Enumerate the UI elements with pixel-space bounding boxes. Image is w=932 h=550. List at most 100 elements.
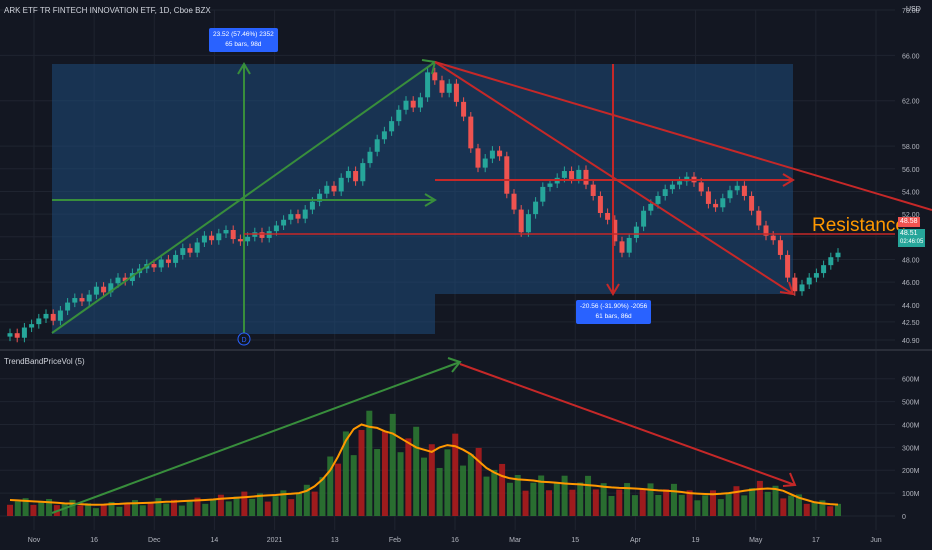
candle-body	[461, 101, 467, 117]
measure-down-tooltip: -20.56 (-31.90%) -2056 61 bars, 86d	[576, 300, 652, 324]
volume-bar	[444, 449, 451, 516]
volume-bar	[264, 501, 271, 516]
measure-down-line1: -20.56 (-31.90%) -2056	[580, 303, 648, 310]
volume-bar	[491, 469, 498, 516]
volume-bar	[764, 491, 771, 516]
candle-body	[281, 219, 287, 226]
volume-bar	[506, 482, 513, 516]
time-tick-label: 16	[90, 537, 98, 544]
candle-body	[518, 209, 524, 233]
green-vertical-arrowhead	[237, 62, 251, 75]
candle-body	[648, 203, 654, 211]
red-upper-trend-line	[434, 61, 932, 211]
candle-body	[403, 100, 409, 110]
candle-body	[86, 294, 92, 302]
volume-bar	[577, 482, 584, 516]
volume-bar	[241, 491, 248, 516]
volume-bar	[655, 494, 662, 516]
volume-bar	[608, 495, 615, 516]
volume-bar	[710, 490, 717, 516]
candle-body	[338, 177, 344, 192]
volume-bar	[194, 497, 201, 516]
volume-bar	[280, 490, 287, 516]
candle-body	[576, 169, 582, 179]
candle-body	[417, 97, 423, 108]
volume-bar	[14, 501, 21, 516]
volume-axis[interactable]: 600M 500M 400M 300M 200M 100M 0	[902, 377, 920, 521]
time-tick-label: Nov	[28, 537, 41, 544]
candle-body	[446, 83, 452, 93]
volume-bar	[108, 501, 115, 516]
time-axis[interactable]: Nov 16 Dec 14 2021 13 Feb 16 Mar 15 Apr 19 May 17 Jun	[28, 537, 882, 544]
volume-bar	[499, 463, 506, 516]
volume-bar	[514, 475, 521, 516]
candle-body	[821, 265, 827, 274]
volume-bar	[233, 496, 240, 516]
time-tick-label: 2021	[267, 537, 283, 544]
candle-body	[590, 184, 596, 196]
volume-red-arrowhead	[782, 472, 797, 487]
volume-bar	[725, 493, 732, 516]
candle-body	[57, 310, 63, 321]
candle-body	[713, 203, 719, 208]
volume-bar	[319, 477, 326, 516]
candle-body	[792, 277, 798, 292]
candle-body	[785, 254, 791, 278]
candle-body	[720, 198, 726, 208]
candle-body	[655, 195, 661, 204]
candle-body	[374, 139, 380, 152]
volume-bar	[225, 501, 232, 516]
candle-body	[245, 236, 251, 242]
candle-body	[29, 324, 35, 328]
volume-bar	[303, 484, 310, 516]
time-tick-label: Mar	[509, 537, 522, 544]
green-horizontal-arrowhead	[424, 193, 437, 207]
candle-body	[684, 176, 690, 182]
price-tick-label: 58.00	[902, 144, 920, 151]
measure-up-line2: 65 bars, 98d	[225, 41, 262, 48]
time-tick-label: Jun	[870, 537, 881, 544]
price-tick-label: 42.50	[902, 320, 920, 327]
indicator-label: TrendBandPriceVol (5)	[4, 357, 85, 366]
volume-bar	[124, 503, 131, 516]
volume-bar	[46, 498, 53, 516]
volume-trend-line	[9, 423, 839, 506]
volume-bar	[77, 505, 84, 516]
candle-body	[216, 233, 222, 241]
candle-body	[115, 277, 121, 284]
time-tick-label: Dec	[148, 537, 161, 544]
volume-bar	[202, 503, 209, 516]
price-tick-label: 40.90	[902, 338, 920, 345]
measure-up-tooltip: 23.52 (57.46%) 2352 65 bars, 98d	[209, 28, 278, 52]
dividend-marker-icon[interactable]	[237, 332, 251, 346]
candle-body	[324, 185, 330, 194]
volume-bar	[561, 475, 568, 516]
candle-body	[367, 151, 373, 164]
volume-bar	[717, 499, 724, 516]
volume-bar	[670, 483, 677, 516]
volume-bar	[811, 502, 818, 516]
candle-body	[72, 298, 78, 303]
price-tick-label: 56.00	[902, 167, 920, 174]
time-tick-label: 19	[692, 537, 700, 544]
candle-body	[93, 286, 99, 295]
candle-body	[561, 171, 567, 178]
candle-body	[151, 264, 157, 268]
volume-green-line	[51, 361, 461, 514]
dividend-marker-label: D	[241, 337, 246, 344]
candle-body	[158, 259, 164, 268]
red-vertical-arrowhead	[606, 283, 620, 296]
volume-bar	[139, 505, 146, 516]
volume-bar	[631, 495, 638, 516]
volume-bar	[436, 467, 443, 516]
candle-body	[201, 235, 207, 243]
candle-body	[605, 212, 611, 220]
candle-body	[309, 201, 315, 210]
volume-bar	[569, 489, 576, 516]
candle-body	[619, 241, 625, 253]
candle-body	[813, 273, 819, 278]
volume-bar	[327, 456, 334, 516]
price-axis[interactable]: 70.0066.0062.0058.0056.0054.0052.0050.00…	[902, 8, 920, 345]
volume-bar	[592, 489, 599, 516]
bar-countdown: 02:46:05	[900, 239, 924, 245]
